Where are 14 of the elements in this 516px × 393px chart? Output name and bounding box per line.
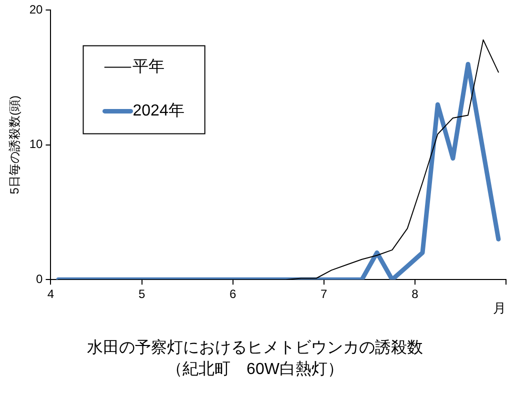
y-tick-label: 10 xyxy=(29,137,44,152)
y-tick-label: 0 xyxy=(36,272,44,286)
y-axis-title: 5日毎の誘殺数(頭) xyxy=(8,96,22,194)
text: （紀北町 60W白熱灯） xyxy=(166,360,344,378)
x-tick-label: 7 xyxy=(320,287,328,302)
x-tick-label: 5 xyxy=(138,287,146,302)
legend-label: 2024年 xyxy=(132,102,184,120)
y-tick-label: 20 xyxy=(29,2,44,17)
x-tick-label: 6 xyxy=(230,287,237,302)
legend-label: 平年 xyxy=(132,58,165,76)
x-tick-label: 4 xyxy=(47,287,54,302)
text: 水田の予察灯におけるヒメトビウンカの誘殺数 xyxy=(87,338,423,357)
x-tick-label: 8 xyxy=(412,287,419,302)
x-axis-title: 月 xyxy=(493,300,506,316)
